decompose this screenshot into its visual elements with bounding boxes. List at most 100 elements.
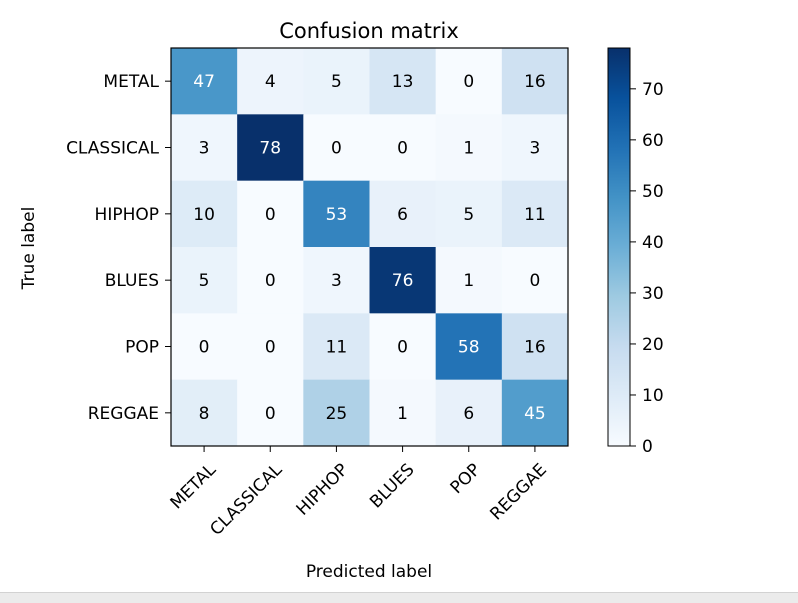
heatmap-cell	[237, 180, 304, 248]
heatmap-cell	[435, 48, 503, 115]
y-tick-label: HIPHOP	[95, 205, 159, 225]
heatmap-cell	[171, 180, 238, 248]
heatmap-cell	[435, 247, 503, 314]
heatmap-cell	[369, 180, 437, 248]
heatmap-cell	[501, 114, 569, 182]
cell-value-label: 1	[397, 404, 408, 424]
colorbar-tick-label: 60	[642, 131, 664, 151]
cell-value-label: 13	[392, 72, 414, 92]
heatmap-cell	[435, 114, 503, 182]
cell-value-label: 5	[331, 72, 342, 92]
cell-value-label: 3	[199, 139, 210, 159]
cell-value-label: 0	[331, 139, 342, 159]
heatmap-cell	[501, 379, 569, 447]
heatmap-cell	[171, 48, 238, 115]
x-axis-label: Predicted label	[306, 562, 432, 582]
y-tick-label: METAL	[103, 72, 159, 92]
cell-value-label: 5	[199, 271, 210, 291]
heatmap-cell	[369, 247, 437, 314]
heatmap-cell	[501, 247, 569, 314]
heatmap-cell	[369, 313, 437, 381]
heatmap-cell	[237, 313, 304, 381]
x-tick-label: REGGAE	[486, 460, 551, 525]
heatmap-cell	[369, 379, 437, 447]
cell-value-label: 0	[397, 139, 408, 159]
cell-value-label: 16	[524, 338, 546, 358]
chart-title: Confusion matrix	[279, 19, 459, 43]
cell-value-label: 0	[463, 72, 474, 92]
colorbar-ticks: 0 10 20 30 40 50 60 70	[630, 80, 664, 457]
x-tick-label: POP	[447, 460, 485, 498]
cell-value-label: 11	[524, 205, 546, 225]
y-tick-label: REGGAE	[88, 404, 159, 424]
x-tick-label: HIPHOP	[293, 460, 353, 520]
colorbar-tick-label: 70	[642, 80, 664, 100]
cell-value-label: 78	[259, 139, 281, 159]
cell-value-label: 16	[524, 72, 546, 92]
heatmap-cell	[303, 313, 370, 381]
colorbar-tick-label: 40	[642, 233, 664, 253]
heatmap-cell	[369, 48, 437, 115]
colorbar-tick-label: 50	[642, 182, 664, 202]
x-tick-label: CLASSICAL	[206, 460, 286, 540]
plot-frame	[170, 47, 569, 447]
cell-value-label: 8	[199, 404, 210, 424]
cell-value-label: 45	[524, 404, 546, 424]
cell-value-label: 53	[326, 205, 348, 225]
heatmap-cell	[171, 313, 238, 381]
heatmap-cell	[303, 180, 370, 248]
cell-value-label: 3	[530, 139, 541, 159]
colorbar-tick-label: 30	[642, 284, 664, 304]
heatmap-cell	[303, 379, 370, 447]
cell-value-label: 76	[392, 271, 414, 291]
heatmap-cell	[303, 48, 370, 115]
cell-value-label: 25	[326, 404, 348, 424]
heatmap-cell	[501, 48, 569, 115]
y-axis-label: True label	[19, 207, 39, 291]
y-axis-ticks: METAL CLASSICAL HIPHOP BLUES POP REGGAE	[66, 72, 171, 424]
heatmap-cell	[369, 114, 437, 182]
cell-value-label: 3	[331, 271, 342, 291]
x-tick-label: METAL	[167, 460, 221, 514]
heatmap-cell	[237, 114, 304, 182]
cell-value-label: 58	[458, 338, 480, 358]
colorbar-tick-label: 20	[642, 335, 664, 355]
cell-value-label: 0	[265, 404, 276, 424]
heatmap-cell	[435, 313, 503, 381]
heatmap-cell	[237, 247, 304, 314]
heatmap-cell	[435, 379, 503, 447]
cell-value-label: 6	[463, 404, 474, 424]
y-tick-label: CLASSICAL	[66, 139, 159, 159]
cell-value-label: 0	[199, 338, 210, 358]
heatmap-cell	[237, 48, 304, 115]
heatmap-cell	[171, 247, 238, 314]
heatmap-cell	[303, 114, 370, 182]
y-tick-label: POP	[125, 338, 159, 358]
cell-value-label: 0	[265, 338, 276, 358]
colorbar	[607, 47, 631, 447]
heatmap-cell	[171, 379, 238, 447]
heatmap-cells: 47 4 5 13 0 163 78 0 0 1 310 0 53 6 5 115 0 3 76 1 00 0 11 0 58 1…	[171, 48, 569, 447]
y-tick-label: BLUES	[105, 271, 159, 291]
cell-value-label: 1	[463, 139, 474, 159]
colorbar-tick-label: 10	[642, 386, 664, 406]
cell-value-label: 1	[463, 271, 474, 291]
cell-value-label: 0	[530, 271, 541, 291]
heatmap-cell	[237, 379, 304, 447]
cell-value-label: 4	[265, 72, 276, 92]
cell-value-label: 0	[265, 271, 276, 291]
bottom-scrollbar-strip	[0, 592, 798, 603]
heatmap-cell	[501, 313, 569, 381]
cell-value-label: 5	[463, 205, 474, 225]
cell-value-label: 11	[326, 338, 348, 358]
colorbar-tick-label: 0	[642, 437, 653, 457]
cell-value-label: 10	[193, 205, 215, 225]
x-tick-label: BLUES	[366, 460, 419, 513]
heatmap-cell	[303, 247, 370, 314]
heatmap-cell	[435, 180, 503, 248]
heatmap-cell	[501, 180, 569, 248]
cell-value-label: 0	[265, 205, 276, 225]
cell-value-label: 6	[397, 205, 408, 225]
